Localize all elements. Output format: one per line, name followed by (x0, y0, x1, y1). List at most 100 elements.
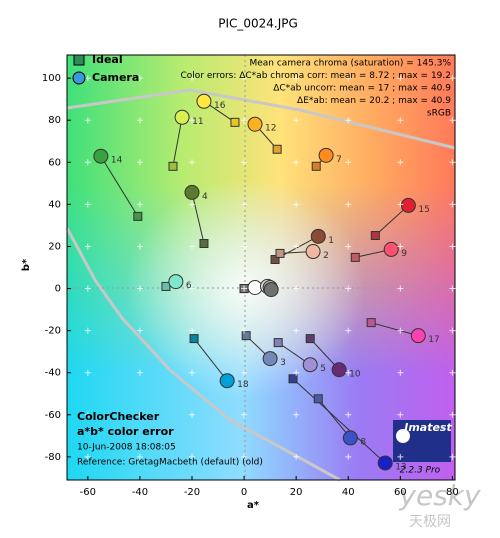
grid-cross (293, 75, 300, 82)
ideal-point (311, 161, 321, 171)
x-axis-label: a* (247, 500, 260, 511)
grid-cross (188, 453, 195, 460)
note: ColorChecker (77, 410, 160, 423)
grid-cross (84, 453, 91, 460)
grid-cross (84, 243, 91, 250)
point-label: 9 (401, 249, 407, 259)
point-label: 16 (214, 101, 226, 111)
grid-cross (345, 243, 352, 250)
camera-point (93, 148, 109, 164)
info-line: sRGB (427, 109, 451, 119)
ideal-point (350, 252, 360, 262)
grid-cross (136, 453, 143, 460)
camera-point (263, 282, 279, 298)
x-tick-label: 60 (394, 487, 407, 498)
error-line (100, 155, 139, 217)
ideal-point (273, 338, 283, 348)
x-tick-label: 0 (241, 487, 247, 498)
ideal-point (133, 211, 143, 221)
point-label: 3 (280, 358, 286, 368)
point-label: 8 (360, 437, 366, 447)
y-tick-label: 40 (48, 199, 61, 210)
grid-cross (84, 201, 91, 208)
error-line (172, 117, 183, 167)
version: 2.2.3 Pro (400, 466, 441, 476)
grid-cross (293, 327, 300, 334)
grid-cross (136, 75, 143, 82)
note: 10-Jun-2008 18:08:05 (77, 443, 176, 453)
x-tick-label: 40 (342, 487, 355, 498)
grid-cross (136, 327, 143, 334)
grid-cross (84, 327, 91, 334)
x-tick-label: -60 (80, 487, 96, 498)
camera-point (410, 328, 426, 344)
y-tick-label: 0 (55, 284, 61, 295)
grid-cross (397, 453, 404, 460)
camera-point (262, 351, 278, 367)
camera-point (377, 455, 393, 471)
y-tick-label: 60 (48, 157, 61, 168)
grid-cross (449, 285, 456, 292)
grid-cross (136, 369, 143, 376)
grid-cross (345, 75, 352, 82)
y-tick-label: 20 (48, 241, 61, 252)
camera-point (196, 93, 212, 109)
info-line: Color errors: ΔC*ab chroma corr: mean = … (181, 71, 451, 81)
note: a*b* color error (77, 425, 174, 438)
grid-cross (345, 201, 352, 208)
grid-cross (241, 243, 248, 250)
grid-cross (397, 159, 404, 166)
grid-cross (188, 159, 195, 166)
logo-icon (396, 429, 410, 443)
grid-cross (188, 117, 195, 124)
point-label: 14 (111, 156, 123, 166)
camera-point (184, 184, 200, 200)
grid-cross (188, 243, 195, 250)
grid-cross (136, 243, 143, 250)
error-line (371, 322, 419, 337)
grid-cross (241, 159, 248, 166)
grid-cross (449, 159, 456, 166)
camera-point (302, 357, 318, 373)
y-tick-label: -80 (45, 452, 61, 463)
grid-cross (293, 159, 300, 166)
point-label: 18 (237, 380, 249, 390)
grid-cross (241, 75, 248, 82)
grid-cross (293, 285, 300, 292)
ideal-point (288, 374, 298, 384)
grid-cross (84, 117, 91, 124)
camera-point (168, 274, 184, 290)
y-tick-label: -60 (45, 410, 61, 421)
point-label: 1 (328, 236, 334, 246)
ideal-point (161, 281, 171, 291)
grid-cross (188, 75, 195, 82)
grid-cross (449, 369, 456, 376)
point-label: 17 (428, 335, 439, 345)
grid-cross (84, 159, 91, 166)
chart-title: PIC_0024.JPG (218, 17, 298, 31)
grid-cross (449, 411, 456, 418)
x-tick-label: 80 (446, 487, 459, 498)
grid-cross (345, 453, 352, 460)
grid-cross (293, 411, 300, 418)
ideal-point (189, 334, 199, 344)
grid-cross (293, 201, 300, 208)
camera-point (400, 197, 416, 213)
camera-point (310, 228, 326, 244)
grid-cross (136, 411, 143, 418)
grid-cross (449, 117, 456, 124)
ideal-point (270, 255, 280, 265)
logo-text: Imatest (404, 421, 452, 434)
ideal-point (305, 334, 315, 344)
camera-point (318, 147, 334, 163)
grid-cross (84, 369, 91, 376)
point-label: 12 (265, 124, 276, 134)
x-tick-label: -40 (132, 487, 148, 498)
error-line (317, 398, 351, 439)
grid-cross (84, 75, 91, 82)
info-line: ΔC*ab uncorr: mean = 17 ; max = 40.9 (273, 84, 451, 94)
error-line (191, 192, 205, 244)
point-label: 5 (320, 364, 326, 374)
watermark-sub: 天极网 (409, 514, 451, 530)
grid-cross (397, 327, 404, 334)
